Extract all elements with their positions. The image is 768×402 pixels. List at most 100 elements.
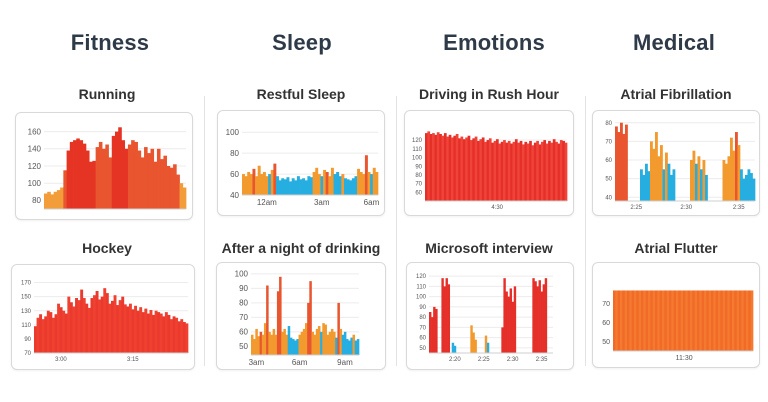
rush-hour-bar (439, 133, 442, 201)
hockey-bar (100, 296, 104, 353)
microsoft-interview-bar (453, 345, 457, 353)
restful-sleep-bar (333, 174, 337, 195)
atrial-fibrillation-bar (737, 145, 741, 201)
microsoft-interview-chart: 50 60 70 80 90 100 110 120 2:20 2:25 2:30 2:35 (416, 274, 553, 363)
rush-hour-bar (533, 142, 537, 201)
atrial-flutter-bar (706, 290, 710, 351)
running-bar (76, 138, 80, 209)
y-tick-label: 60 (239, 328, 248, 337)
running-bar (176, 174, 180, 209)
rush-hour-bar (477, 140, 480, 201)
atrial-flutter-bar (650, 290, 654, 351)
restful-sleep-bar (375, 171, 379, 195)
drinking-bar (322, 323, 325, 355)
drinking-bar (285, 334, 289, 355)
drinking-bar (274, 334, 278, 355)
rush-hour-bar (538, 144, 542, 201)
drinking-bar (328, 331, 332, 355)
restful-sleep-bar (270, 169, 274, 195)
drinking-bar (311, 331, 314, 355)
restful-sleep-bar (349, 180, 353, 195)
running-bar (92, 160, 96, 209)
rush-hour-bar (488, 138, 492, 201)
microsoft-interview-bar (433, 306, 436, 353)
restful-sleep-bar (291, 178, 295, 195)
y-tick-label: 80 (230, 149, 239, 158)
y-tick-label: 120 (412, 138, 423, 144)
drinking-bar (313, 334, 317, 355)
restful-sleep-bar (367, 171, 371, 195)
y-tick-label: 150 (21, 295, 32, 301)
hockey-bar (157, 312, 161, 353)
y-tick-label: 50 (602, 339, 610, 346)
hockey-bar (111, 300, 114, 353)
atrial-fibrillation-bar (692, 150, 696, 201)
restful-sleep-bar (278, 180, 282, 195)
hockey-bar (172, 316, 176, 353)
hockey-bar (67, 296, 71, 353)
rush-hour-bar (545, 143, 549, 201)
microsoft-interview-bar (441, 278, 444, 353)
atrial-fibrillation-bar (745, 174, 748, 201)
y-tick-label: 70 (605, 139, 612, 145)
y-tick-label: 60 (230, 170, 239, 179)
atrial-flutter-bar (741, 290, 745, 351)
rush-hour-bar (432, 133, 435, 201)
atrial-flutter-bar (659, 290, 663, 351)
rush-hour-bar (455, 133, 459, 201)
restful-sleep-bar (315, 167, 319, 195)
y-tick-label: 100 (416, 295, 427, 301)
rush-hour-bar (514, 139, 518, 201)
y-tick-label: 80 (415, 173, 422, 179)
y-tick-label: 60 (605, 158, 612, 164)
rush-hour-bar (486, 140, 490, 201)
atrial-fibrillation-bar (625, 124, 628, 201)
y-tick-label: 70 (24, 351, 31, 357)
microsoft-interview-bar (511, 301, 515, 353)
running-bar (150, 148, 155, 209)
atrial-fibrillation-bar (672, 169, 676, 201)
x-tick-label: 6am (364, 198, 380, 207)
chart-card-restful-sleep: 40 60 80 100 12am 3am 6am (217, 110, 385, 216)
hockey-bar (41, 319, 45, 353)
restful-sleep-bar (372, 167, 376, 195)
atrial-fibrillation-bar (722, 160, 726, 201)
drinking-bar (296, 339, 299, 355)
rush-hour-bar (507, 140, 511, 201)
y-tick-label: 100 (235, 270, 249, 279)
rush-hour-bar (505, 142, 509, 201)
hockey-bar (159, 313, 163, 353)
x-tick-label: 3:15 (127, 357, 139, 363)
hockey-bar (144, 308, 148, 353)
hockey-bar (136, 310, 140, 353)
running-bar (179, 183, 184, 209)
chart-card-microsoft-interview: 50 60 70 80 90 100 110 120 2:20 2:25 2:30 2:35 (406, 262, 574, 370)
atrial-fibrillation-bar (727, 156, 731, 201)
rush-hour-bar (472, 138, 476, 201)
running-bar (134, 141, 138, 209)
drinking-bar (261, 334, 265, 355)
atrial-flutter-bar (678, 290, 682, 351)
x-tick-label: 11:30 (676, 355, 693, 362)
atrial-flutter-bar (673, 290, 677, 351)
running-bar (166, 166, 171, 209)
y-tick-label: 70 (415, 182, 422, 188)
column-divider (396, 96, 397, 366)
atrial-flutter-bar (690, 290, 693, 351)
atrial-flutter-bar (701, 290, 705, 351)
atrial-fibrillation-bar (732, 150, 736, 201)
atrial-fibrillation-bar (655, 132, 658, 201)
atrial-fibrillation-bar (642, 174, 646, 201)
chart-card-hockey: 70 90 110 130 150 170 3:00 3:15 (11, 264, 195, 370)
drinking-bar (317, 326, 321, 355)
restful-sleep-bar (257, 165, 261, 195)
restful-sleep-bar (299, 179, 303, 195)
rush-hour-bar (484, 141, 487, 201)
rush-hour-bar (443, 133, 447, 201)
atrial-flutter-bar (636, 290, 640, 351)
restful-sleep-bar (281, 178, 285, 195)
y-tick-label: 50 (605, 177, 612, 183)
chart-card-atrial-fibrillation: 40 50 60 70 80 2:25 2:30 2:35 (592, 110, 760, 216)
rush-hour-bar (469, 140, 473, 201)
rush-hour-bar (512, 141, 516, 201)
